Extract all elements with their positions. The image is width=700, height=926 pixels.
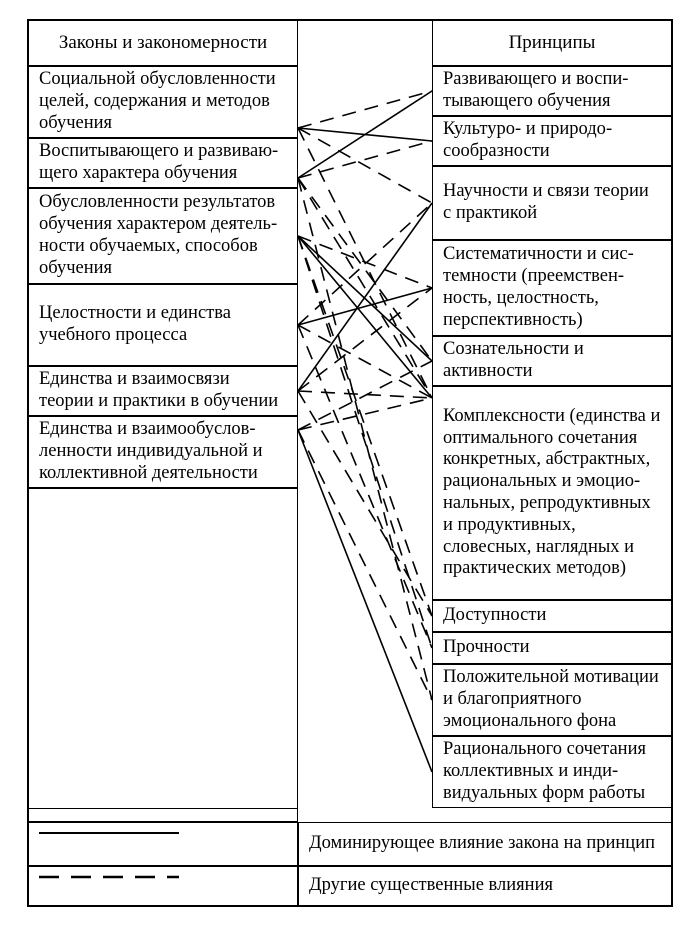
solid-line-icon (29, 823, 189, 843)
right-row-8: Прочности (432, 632, 672, 664)
legend-dashed-symbol (28, 866, 298, 906)
legend-dashed-label: Другие существенные влияния (298, 866, 672, 906)
right-row-4: Систематичности и сис­темности (преемств… (432, 240, 672, 336)
header-left: Законы и закономерности (28, 20, 298, 66)
right-row-2: Культуро- и природо­сообразности (432, 116, 672, 166)
right-row-6: Комплексности (един­ства и оптимального … (432, 386, 672, 600)
right-row-5: Сознательности и активности (432, 336, 672, 386)
left-bottom-blank (28, 808, 298, 822)
dashed-line-icon (29, 867, 189, 887)
right-row-9: Положительной моти­вации и благоприятног… (432, 664, 672, 736)
left-row-5: Единства и взаимосвязи теории и практики… (28, 366, 298, 416)
left-row-1: Социальной обусловленности целей, содерж… (28, 66, 298, 138)
right-row-7: Доступности (432, 600, 672, 632)
legend-solid-label: Доминирующее влияние закона на принцип (298, 822, 672, 866)
right-row-10: Рационального сочетания коллективных и и… (432, 736, 672, 808)
legend-solid-symbol (28, 822, 298, 866)
left-row-2: Воспитывающего и развиваю­щего характера… (28, 138, 298, 188)
right-row-3: Научности и связи теории с практикой (432, 166, 672, 240)
left-row-4: Целостности и единства учебного процесса (28, 284, 298, 366)
right-row-1: Развивающего и воспи­тывающего обучения (432, 66, 672, 116)
left-row-3: Обусловленности результатов обучения хар… (28, 188, 298, 284)
header-right: Принципы (432, 20, 672, 66)
left-row-6: Единства и взаимообуслов­ленности индиви… (28, 416, 298, 488)
left-row-blank (28, 488, 298, 822)
